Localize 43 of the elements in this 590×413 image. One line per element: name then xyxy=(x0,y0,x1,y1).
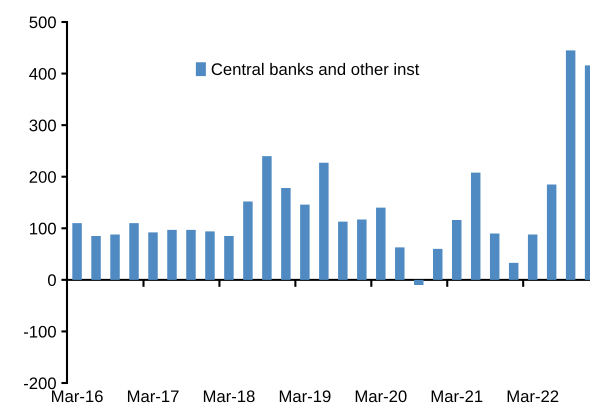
y-tick-label: 0 xyxy=(48,274,56,286)
y-tick-label: -200 xyxy=(24,377,56,390)
y-tick-label: -100 xyxy=(24,326,56,338)
bar xyxy=(508,262,518,280)
bar xyxy=(546,184,556,280)
bar xyxy=(91,236,101,280)
bar xyxy=(490,233,500,280)
bar xyxy=(129,223,139,280)
y-tick-label: 200 xyxy=(30,171,56,183)
y-tick-label: 400 xyxy=(29,68,56,80)
bar xyxy=(205,231,215,280)
bar xyxy=(452,220,462,280)
bar xyxy=(338,222,348,280)
bar xyxy=(72,223,82,280)
x-tick-label: Mar-22 xyxy=(508,390,558,402)
bar xyxy=(433,248,442,280)
x-tick-label: Mar-16 xyxy=(52,390,103,402)
bar xyxy=(414,280,424,286)
bar xyxy=(224,236,234,280)
bar xyxy=(167,230,177,280)
legend-label: Central banks and other inst xyxy=(212,62,420,76)
bar xyxy=(243,201,253,280)
bar xyxy=(281,188,291,280)
bar xyxy=(528,234,538,280)
bar xyxy=(110,234,120,280)
y-tick-label: 100 xyxy=(30,222,56,234)
y-tick-label: 500 xyxy=(29,16,56,28)
x-tick-label: Mar-18 xyxy=(204,390,255,402)
bar xyxy=(470,172,480,280)
bar xyxy=(300,204,310,280)
bar xyxy=(186,230,196,280)
x-tick-label: Mar-21 xyxy=(432,390,482,402)
bar xyxy=(148,232,158,280)
y-tick-label: 300 xyxy=(29,120,56,132)
x-tick-label: Mar-19 xyxy=(280,390,330,402)
bar xyxy=(376,208,386,280)
x-tick-label: Mar-17 xyxy=(128,390,179,402)
bar xyxy=(395,247,405,280)
bar xyxy=(262,156,272,280)
x-tick-label: Mar-20 xyxy=(356,390,407,402)
bar xyxy=(319,162,329,280)
bar xyxy=(566,50,576,280)
bar xyxy=(357,220,367,280)
